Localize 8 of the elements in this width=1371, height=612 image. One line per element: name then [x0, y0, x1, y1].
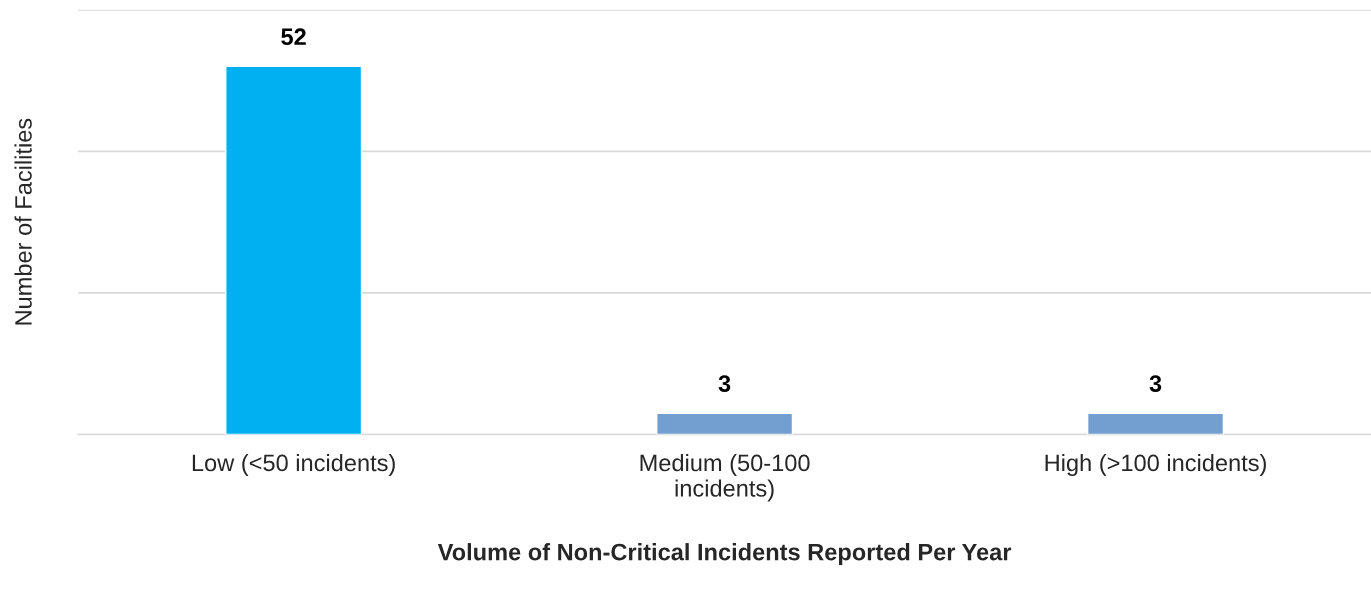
data-label: 3	[718, 375, 731, 392]
y-axis-title: Number of Facilities	[14, 118, 32, 325]
x-tick-label: High (>100 incidents)	[1045, 453, 1266, 476]
x-tick-label: Medium (50-100 incidents)	[640, 453, 810, 502]
data-label: 52	[281, 28, 306, 46]
x-axis-title: Volume of Non-Critical Incidents Reported Per Year	[437, 543, 1012, 566]
data-label: 3	[1149, 375, 1162, 392]
x-tick-label: Low (<50 incidents)	[192, 453, 395, 476]
